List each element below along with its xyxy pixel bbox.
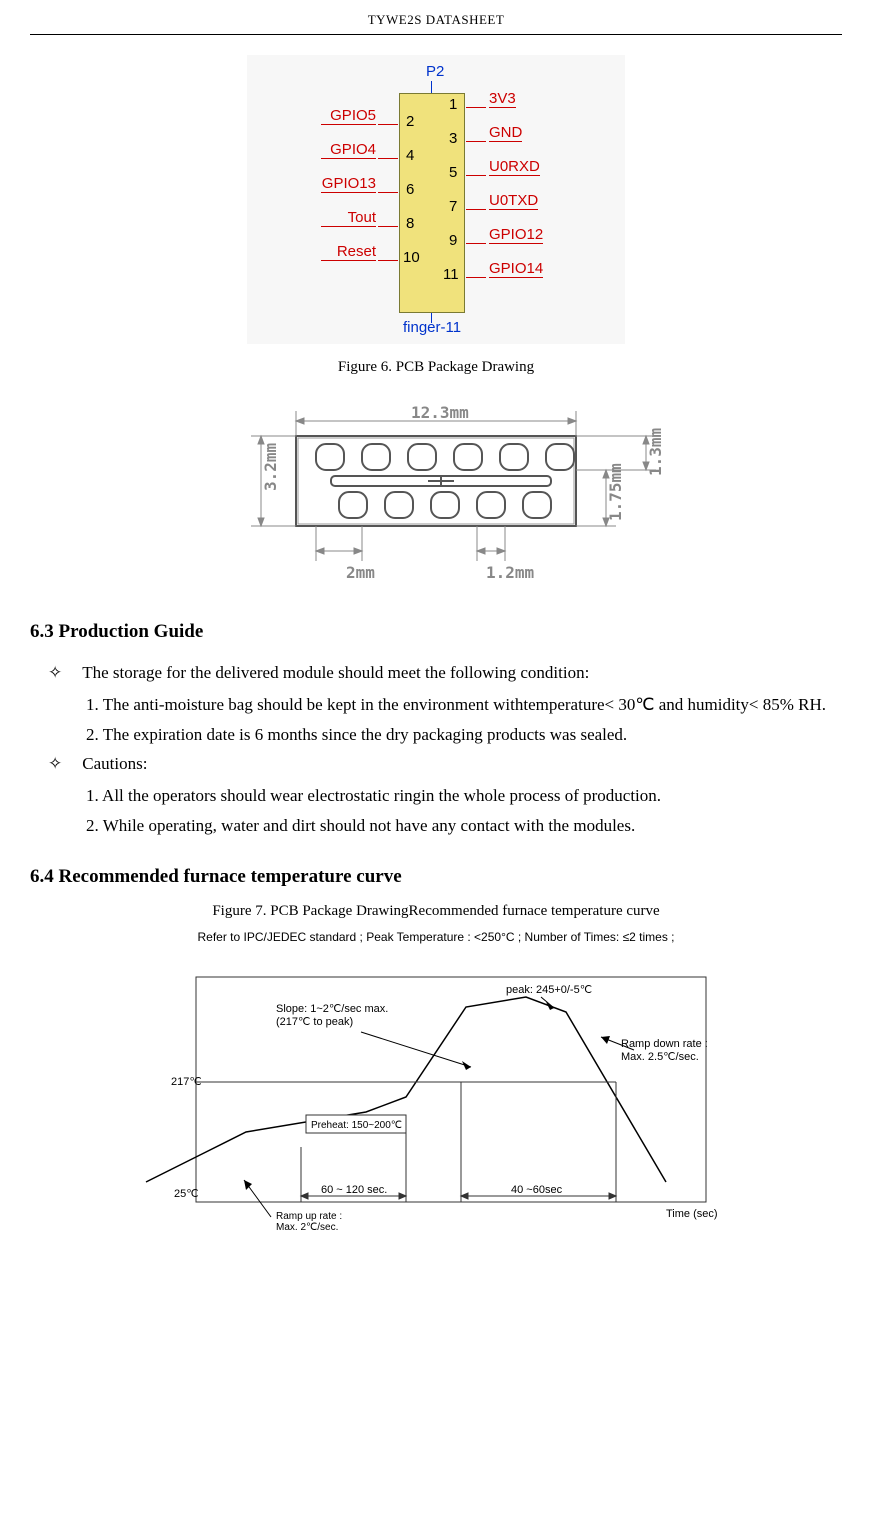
pin-num-3: 3: [449, 130, 457, 147]
svg-text:3.2mm: 3.2mm: [261, 442, 280, 491]
pin-num-2: 2: [406, 113, 414, 130]
footprint-container: 12.3mm 3.2mm 2mm 1.2mm: [30, 396, 842, 596]
pin-num-4: 4: [406, 147, 414, 164]
pin-label-gnd: GND: [489, 124, 522, 142]
pin-label-tout: Tout: [321, 209, 376, 227]
reflow-container: Refer to IPC/JEDEC standard ; Peak Tempe…: [30, 930, 842, 1237]
section-6-4-heading: 6.4 Recommended furnace temperature curv…: [30, 866, 842, 888]
svg-text:Time (sec): Time (sec): [666, 1208, 718, 1220]
footprint-diagram: 12.3mm 3.2mm 2mm 1.2mm: [186, 396, 686, 596]
caution-item-2: 2. While operating, water and dirt shoul…: [30, 811, 842, 841]
svg-text:Ramp down rate :Max. 2.5℃/sec.: Ramp down rate :Max. 2.5℃/sec.: [621, 1038, 708, 1063]
pin-num-7: 7: [449, 198, 457, 215]
pin-num-1: 1: [449, 96, 457, 113]
reflow-header-text: Refer to IPC/JEDEC standard ; Peak Tempe…: [126, 930, 746, 944]
bullet-cautions: ✧ Cautions:: [30, 749, 842, 779]
pin-num-9: 9: [449, 232, 457, 249]
pin-label-gpio4: GPIO4: [321, 141, 376, 159]
bullet-storage: ✧ The storage for the delivered module s…: [30, 658, 842, 688]
reflow-chart: 217℃ 25℃ Preheat: 150~200℃ peak: 245+0/-…: [126, 952, 746, 1232]
pin-label-gpio14: GPIO14: [489, 260, 543, 278]
pin-label-u0rxd: U0RXD: [489, 158, 540, 176]
p2-label: P2: [426, 63, 444, 80]
pin-label-u0txd: U0TXD: [489, 192, 538, 210]
page-header: TYWE2S DATASHEET: [30, 12, 842, 35]
bullet-text: The storage for the delivered module sho…: [82, 658, 589, 688]
finger-label: finger-11: [403, 319, 461, 336]
pin-label-3v3: 3V3: [489, 90, 516, 108]
diamond-icon: ✧: [48, 658, 62, 688]
pin-num-10: 10: [403, 249, 420, 266]
pinout-diagram: P2 GPIO5 2 GPIO4 4 GPIO13 6 Tout 8 Reset…: [271, 69, 601, 334]
svg-text:Slope: 1~2℃/sec max.(217℃ to p: Slope: 1~2℃/sec max.(217℃ to peak): [276, 1003, 388, 1028]
pin-num-8: 8: [406, 215, 414, 232]
svg-text:peak: 245+0/-5℃: peak: 245+0/-5℃: [506, 984, 592, 996]
figure6-caption: Figure 6. PCB Package Drawing: [30, 359, 842, 376]
svg-text:2mm: 2mm: [346, 563, 375, 582]
pin-label-gpio5: GPIO5: [321, 107, 376, 125]
pin-label-reset: Reset: [321, 243, 376, 261]
storage-item-2: 2. The expiration date is 6 months since…: [30, 720, 842, 750]
svg-text:25℃: 25℃: [174, 1188, 199, 1200]
storage-item-1: 1. The anti-moisture bag should be kept …: [30, 690, 842, 720]
pin-label-gpio13: GPIO13: [321, 175, 376, 193]
pin-label-gpio12: GPIO12: [489, 226, 543, 244]
pin-num-5: 5: [449, 164, 457, 181]
svg-text:40 ~60sec: 40 ~60sec: [511, 1184, 563, 1196]
figure7-caption: Figure 7. PCB Package DrawingRecommended…: [30, 903, 842, 920]
svg-text:Preheat: 150~200℃: Preheat: 150~200℃: [311, 1120, 402, 1131]
svg-text:Ramp up rate :Max. 2℃/sec.: Ramp up rate :Max. 2℃/sec.: [276, 1211, 342, 1232]
bullet-text: Cautions:: [82, 749, 147, 779]
svg-text:12.3mm: 12.3mm: [411, 403, 469, 422]
pin-num-11: 11: [443, 266, 459, 283]
svg-text:217℃: 217℃: [171, 1076, 202, 1088]
figure6-container: P2 GPIO5 2 GPIO4 4 GPIO13 6 Tout 8 Reset…: [30, 55, 842, 344]
diamond-icon: ✧: [48, 749, 62, 779]
svg-text:1.3mm: 1.3mm: [646, 427, 665, 476]
pin-num-6: 6: [406, 181, 414, 198]
caution-item-1: 1. All the operators should wear electro…: [30, 781, 842, 811]
svg-text:60 ~ 120 sec.: 60 ~ 120 sec.: [321, 1184, 387, 1196]
svg-text:1.2mm: 1.2mm: [486, 563, 535, 582]
section-6-3-heading: 6.3 Production Guide: [30, 621, 842, 643]
svg-text:1.75mm: 1.75mm: [606, 463, 625, 521]
